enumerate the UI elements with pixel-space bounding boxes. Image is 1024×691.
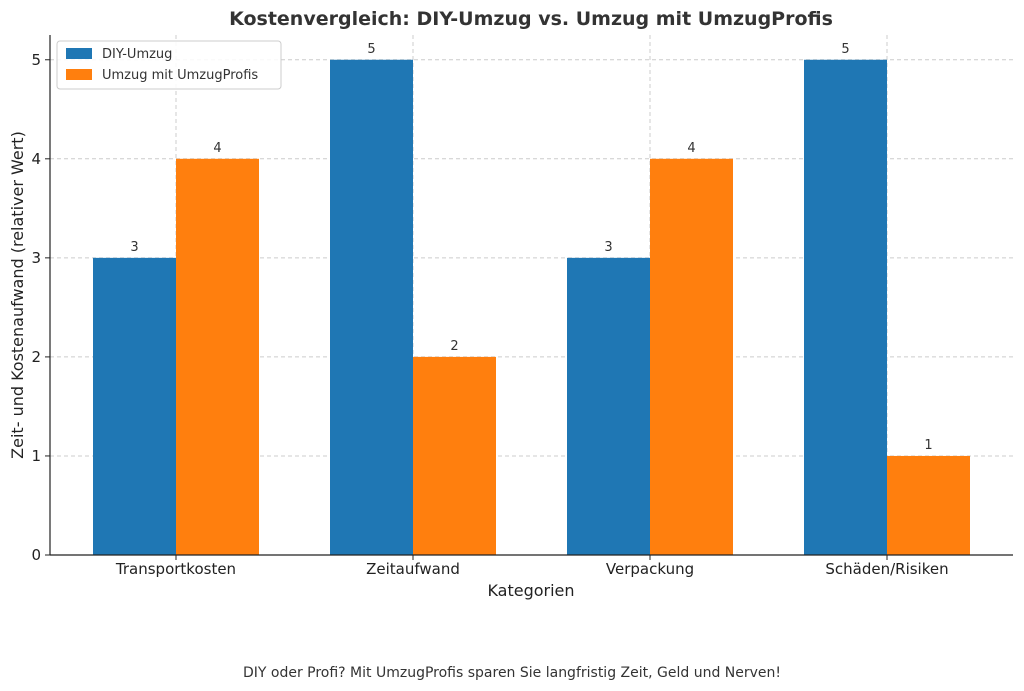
y-ticks: 0 1 2 3 4 5: [31, 51, 50, 564]
bar-diy-umzug-sch-den-risiken: [804, 59, 887, 556]
y-tick-label: 1: [31, 447, 41, 465]
x-axis-label: Kategorien: [487, 581, 574, 600]
bar-value-label: 5: [367, 42, 375, 57]
legend-swatch-diy: [66, 48, 92, 59]
axes: [49, 35, 1013, 556]
y-tick-label: 0: [31, 546, 41, 564]
bar-diy-umzug-zeitaufwand: [330, 59, 413, 556]
x-ticks: Transportkosten Zeitaufwand Verpackung Schä…: [115, 555, 949, 578]
y-tick-label: 4: [31, 150, 41, 168]
x-tick-label-zeitaufwand: Zeitaufwand: [366, 560, 460, 578]
legend-frame: [56, 40, 282, 90]
bar-value-label: 3: [604, 240, 612, 255]
y-axis-label: Zeit- und Kostenaufwand (relativer Wert): [8, 131, 27, 459]
x-tick-label-verpackung: Verpackung: [606, 560, 694, 578]
bar-umzug-mit-umzugprofis-sch-den-risiken: [887, 455, 970, 555]
bars: 3 5 3 5 4 2 4 1: [93, 42, 970, 556]
bar-value-label: 1: [924, 438, 932, 453]
bar-diy-umzug-verpackung: [567, 257, 650, 555]
x-tick-label-transportkosten: Transportkosten: [115, 560, 236, 578]
bar-umzug-mit-umzugprofis-zeitaufwand: [413, 356, 496, 555]
bar-diy-umzug-transportkosten: [93, 257, 176, 555]
bar-value-label: 5: [841, 42, 849, 57]
y-tick-label: 3: [31, 249, 41, 267]
bar-umzug-mit-umzugprofis-transportkosten: [176, 158, 259, 556]
legend-swatch-profis: [66, 69, 92, 80]
bar-value-label: 4: [687, 141, 695, 156]
y-tick-label: 5: [31, 51, 41, 69]
legend: DIY-Umzug Umzug mit UmzugProfis: [56, 40, 282, 90]
bar-umzug-mit-umzugprofis-verpackung: [650, 158, 733, 556]
bar-value-label: 3: [130, 240, 138, 255]
x-tick-label-sch-den-risiken: Schäden/Risiken: [825, 560, 948, 578]
bar-value-label: 4: [213, 141, 221, 156]
legend-entry-profis: Umzug mit UmzugProfis: [102, 68, 258, 83]
legend-entry-diy: DIY-Umzug: [102, 47, 172, 62]
bar-value-label: 2: [450, 339, 458, 354]
chart-title: Kostenvergleich: DIY-Umzug vs. Umzug mit…: [229, 8, 833, 30]
chart-caption: DIY oder Profi? Mit UmzugProfis sparen S…: [243, 665, 781, 681]
y-tick-label: 2: [31, 348, 41, 366]
